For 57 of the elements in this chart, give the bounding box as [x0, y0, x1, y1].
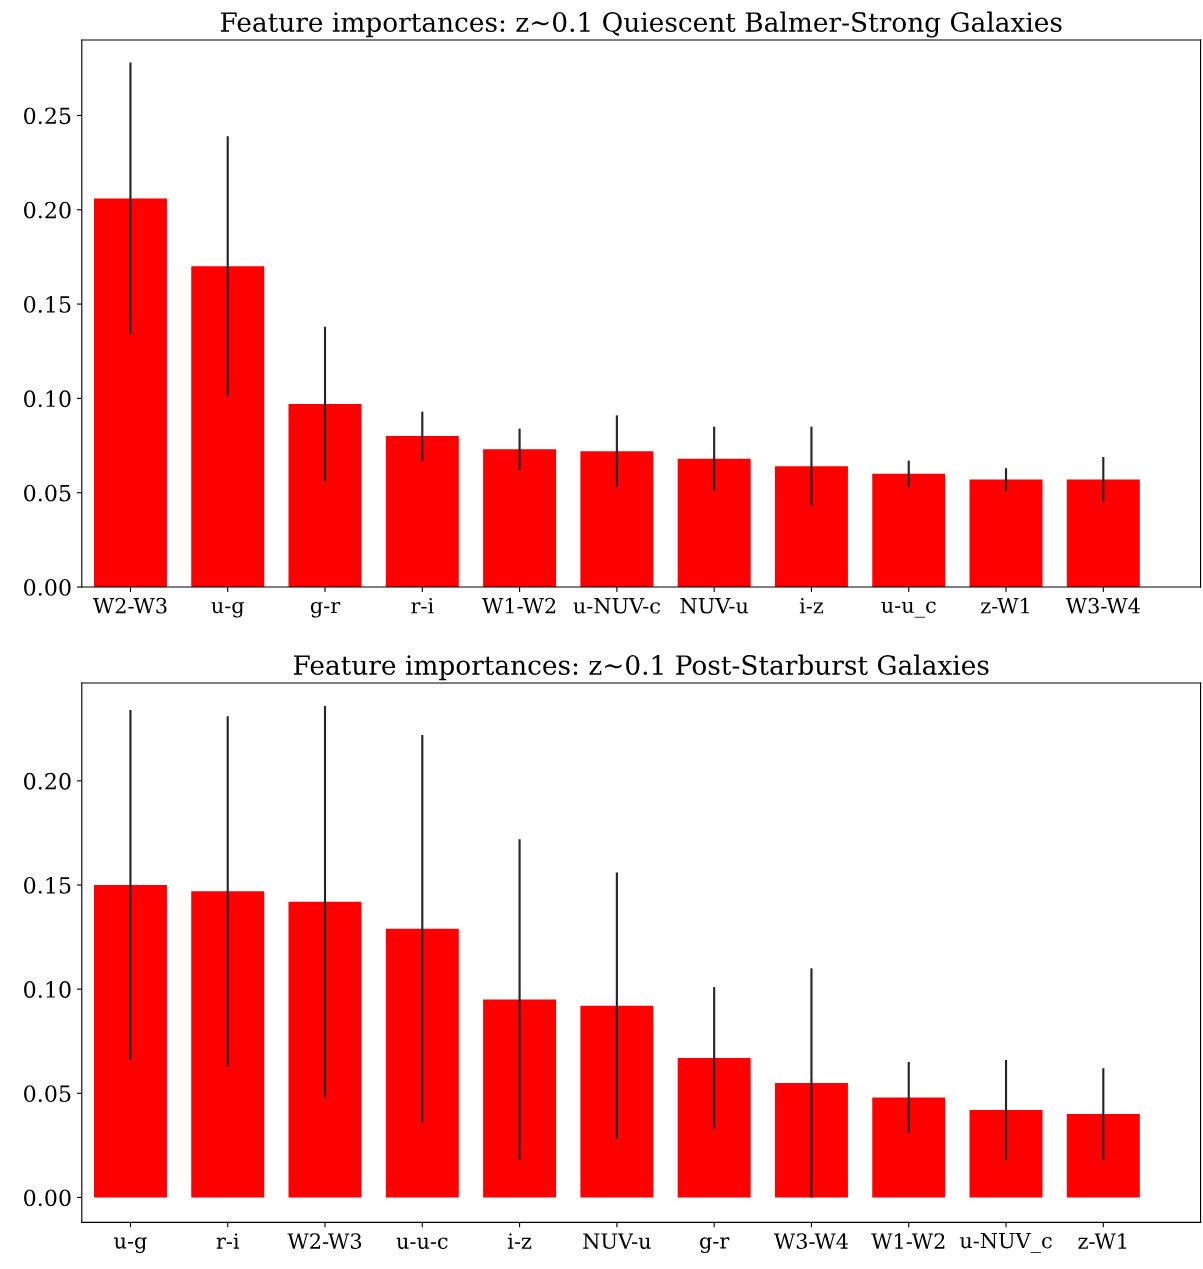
x-tick-label: W2-W3: [92, 597, 167, 614]
x-tick-label: u-NUV_c: [959, 1232, 1052, 1254]
chart-title: Feature importances: z~0.1 Quiescent Balmer-Strong Galaxies: [220, 11, 1062, 38]
x-tick-label: u-u-c: [396, 1237, 448, 1249]
y-tick-label: 0.00: [24, 578, 71, 596]
bar: [677, 1057, 751, 1198]
bar: [872, 1097, 946, 1198]
x-tick-label: W2-W3: [287, 1233, 362, 1249]
x-tick-label: u-u_c: [881, 601, 936, 618]
bar: [191, 891, 265, 1198]
x-tick-label: W3-W4: [1065, 597, 1140, 614]
y-tick-label: 0.05: [24, 1085, 71, 1103]
bar: [483, 999, 557, 1198]
y-tick-label: 0.05: [24, 484, 71, 502]
bar: [483, 449, 557, 588]
x-tick-label: W1-W2: [871, 1233, 945, 1249]
bar: [580, 1005, 654, 1198]
y-tick-label: 0.10: [24, 981, 71, 998]
bar: [677, 458, 751, 588]
x-tick-label: u-g: [211, 601, 245, 618]
bar: [969, 1109, 1043, 1198]
x-tick-label: NUV-u: [583, 1233, 651, 1249]
bar: [385, 928, 459, 1198]
y-tick-label: 0.20: [24, 201, 71, 219]
x-tick-label: g-r: [700, 1237, 730, 1254]
bar: [969, 479, 1043, 588]
y-tick-label: 0.25: [24, 107, 71, 125]
bar: [872, 473, 946, 588]
bar: [288, 901, 362, 1198]
x-tick-label: g-r: [310, 601, 341, 618]
y-tick-label: 0.00: [24, 1189, 71, 1207]
x-tick-label: W1-W2: [482, 597, 556, 614]
x-tick-label: u-NUV-c: [573, 598, 660, 614]
x-tick-label: z-W1: [981, 597, 1029, 614]
bar: [1066, 479, 1140, 588]
x-tick-label: u-g: [114, 1237, 147, 1254]
bar: [93, 198, 167, 588]
y-tick-label: 0.10: [24, 390, 71, 408]
bar: [774, 466, 848, 588]
x-tick-label: r-i: [216, 1233, 240, 1249]
chart-title: Feature importances: z~0.1 Post-Starburst Galaxies: [293, 654, 989, 681]
x-tick-label: W3-W4: [773, 1233, 849, 1249]
bar: [191, 266, 265, 588]
bar: [774, 1082, 848, 1198]
x-tick-label: i-z: [508, 1233, 532, 1249]
bar: [580, 451, 654, 588]
y-tick-label: 0.15: [24, 296, 71, 313]
y-tick-label: 0.20: [24, 772, 71, 790]
bar: [385, 436, 459, 588]
x-tick-label: i-z: [799, 597, 824, 614]
bar: [1066, 1114, 1140, 1198]
bar: [288, 404, 362, 588]
x-tick-label: NUV-u: [680, 598, 749, 614]
x-tick-label: z-W1: [1078, 1233, 1127, 1249]
y-tick-label: 0.15: [24, 876, 71, 894]
bar: [93, 885, 167, 1198]
x-tick-label: r-i: [411, 597, 434, 614]
